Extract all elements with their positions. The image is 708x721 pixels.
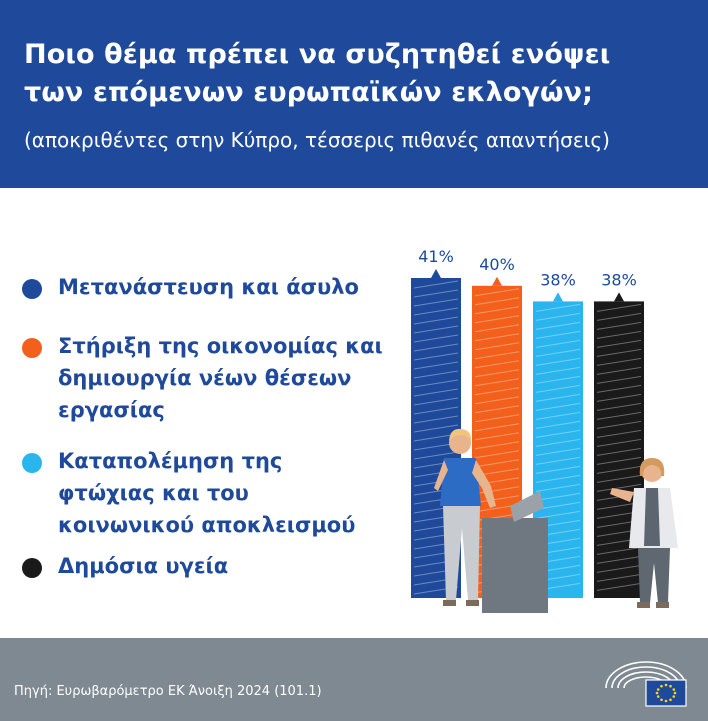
woman-right-arm	[610, 488, 634, 502]
legend-label-line: Δημόσια υγεία	[58, 554, 229, 578]
podium	[482, 518, 548, 613]
page-title: Ποιο θέμα πρέπει να συζητηθεί ενόψει των…	[24, 36, 684, 112]
bar-value-label-2: 40%	[479, 255, 515, 274]
bar-marker-4	[614, 292, 624, 302]
bar-texture-1	[413, 280, 459, 595]
legend: Μετανάστευση και άσυλο Στήριξη της οικον…	[0, 188, 400, 638]
legend-label-line: δημιουργία νέων θέσεων	[58, 366, 352, 390]
bar-marker-2	[492, 276, 502, 286]
bar-value-label-3: 38%	[540, 270, 576, 289]
european-parliament-logo	[605, 661, 687, 707]
legend-dot-poverty	[22, 453, 42, 473]
bar-value-label-4: 38%	[601, 270, 637, 289]
bar-chart-svg: 41% 40% 38% 38%	[411, 247, 678, 613]
legend-label-migration: Μετανάστευση και άσυλο	[58, 271, 398, 303]
woman-left-shoe	[443, 600, 456, 606]
woman-left-hair	[449, 428, 472, 441]
legend-dot-migration	[22, 279, 42, 299]
legend-label-health: Δημόσια υγεία	[58, 550, 398, 582]
bar-texture-3	[535, 303, 581, 591]
bar-4	[594, 301, 644, 598]
eu-stars	[655, 683, 677, 703]
bar-marker-1	[431, 269, 441, 278]
legend-label-poverty: Καταπολέμηση της φτώχιας και του κοινωνι…	[58, 445, 398, 541]
legend-dot-economy	[22, 338, 42, 358]
woman-right-top	[644, 488, 660, 546]
woman-left-arm	[434, 460, 448, 491]
legend-label-line: Μετανάστευση και άσυλο	[58, 275, 359, 299]
bar-marker-3	[553, 292, 563, 302]
people-illustration	[434, 428, 678, 613]
woman-left-trousers	[443, 506, 480, 600]
woman-right-hair	[639, 458, 665, 476]
header-banner: Ποιο θέμα πρέπει να συζητηθεί ενόψει των…	[0, 0, 708, 188]
woman-left-head	[449, 432, 471, 454]
legend-label-line: Καταπολέμηση της	[58, 449, 283, 473]
title-line-1: Ποιο θέμα πρέπει να συζητηθεί ενόψει	[24, 39, 611, 70]
footer: Πηγή: Ευρωβαρόμετρο ΕΚ Άνοιξη 2024 (101.…	[0, 638, 708, 721]
legend-label-line: Στήριξη της οικονομίας και	[58, 334, 383, 358]
legend-label-line: κοινωνικού αποκλεισμού	[58, 513, 356, 537]
woman-left-shirt	[440, 458, 481, 506]
woman-right-shoe	[656, 602, 669, 608]
woman-left-shoe	[466, 600, 479, 606]
page-subtitle: (αποκριθέντες στην Κύπρο, τέσσερις πιθαν…	[24, 128, 610, 152]
legend-label-line: εργασίας	[58, 398, 165, 422]
woman-left-arm-right	[472, 460, 496, 508]
source-note: Πηγή: Ευρωβαρόμετρο ΕΚ Άνοιξη 2024 (101.…	[14, 684, 322, 699]
title-line-2: των επόμενων ευρωπαϊκών εκλογών;	[24, 77, 593, 108]
chart-area: Μετανάστευση και άσυλο Στήριξη της οικον…	[0, 188, 708, 638]
legend-dot-health	[22, 558, 42, 578]
legend-label-economy: Στήριξη της οικονομίας και δημιουργία νέ…	[58, 330, 398, 426]
laptop	[510, 491, 544, 522]
woman-right-trousers	[638, 548, 670, 603]
woman-right-shoe	[637, 602, 650, 608]
bar-chart: 41% 40% 38% 38%	[398, 188, 708, 638]
legend-label-line: φτώχιας και του	[58, 481, 249, 505]
bar-value-label-1: 41%	[418, 247, 454, 266]
